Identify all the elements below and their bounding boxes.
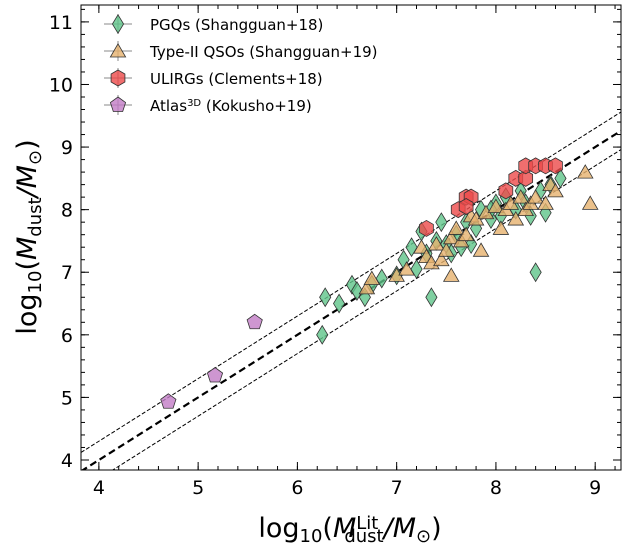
point bbox=[405, 237, 418, 258]
point bbox=[246, 313, 263, 330]
x-tick-label: 5 bbox=[192, 477, 204, 499]
legend-label-part: Atlas bbox=[150, 97, 187, 115]
label-part: ) bbox=[12, 139, 43, 150]
label-part: ⊙ bbox=[416, 526, 431, 547]
point bbox=[319, 287, 332, 308]
point bbox=[576, 164, 594, 179]
x-tick-label: 8 bbox=[490, 477, 502, 499]
x-tick-label: 4 bbox=[93, 477, 105, 499]
label-part: 10 bbox=[25, 271, 46, 294]
legend-label: PGQs (Shangguan+18) bbox=[150, 16, 323, 34]
legend-marker bbox=[110, 69, 126, 87]
x-tick-label: 9 bbox=[589, 477, 601, 499]
legend-label-part: 3D bbox=[187, 98, 201, 109]
point bbox=[363, 270, 381, 285]
point bbox=[375, 268, 388, 289]
x-label: log10(MLit dust/M⊙) bbox=[258, 513, 441, 547]
y-tick-label: 9 bbox=[61, 137, 73, 159]
legend-label: Type-II QSOs (Shangguan+19) bbox=[149, 43, 378, 61]
point bbox=[547, 182, 564, 198]
y-label: log10(Mdust/M⊙) bbox=[12, 139, 46, 334]
point bbox=[419, 219, 434, 237]
label-part: /M bbox=[12, 165, 43, 199]
point bbox=[512, 189, 530, 204]
label-part: log bbox=[258, 513, 299, 544]
point bbox=[507, 211, 525, 226]
label-part: ) bbox=[431, 513, 442, 544]
y-tick-label: 5 bbox=[61, 387, 73, 409]
legend-label-part: PGQs (Shangguan+18) bbox=[150, 16, 323, 34]
label-part: M bbox=[12, 237, 43, 260]
x-tick-label: 7 bbox=[391, 477, 403, 499]
plot-frame bbox=[80, 4, 622, 471]
point bbox=[581, 195, 599, 210]
point bbox=[498, 182, 514, 200]
label-part: dust bbox=[344, 526, 383, 547]
legend-label-part: Type-II QSOs (Shangguan+19) bbox=[149, 43, 378, 61]
point bbox=[529, 262, 542, 283]
y-tick-label: 4 bbox=[61, 450, 73, 472]
point bbox=[358, 279, 376, 295]
point bbox=[472, 242, 490, 257]
point bbox=[442, 229, 460, 245]
point bbox=[206, 367, 224, 383]
label-part: /M bbox=[382, 513, 416, 544]
legend-label-part: ULIRGs (Clements+18) bbox=[150, 70, 323, 88]
point bbox=[350, 281, 364, 301]
point bbox=[518, 169, 534, 187]
label-part: M bbox=[333, 513, 356, 544]
legend-marker bbox=[109, 42, 127, 58]
reference-line bbox=[81, 129, 621, 470]
legend-marker bbox=[111, 14, 125, 34]
legend-label-part: (Kokusho+19) bbox=[201, 97, 312, 115]
y-tick-label: 10 bbox=[49, 74, 73, 96]
point bbox=[433, 251, 450, 267]
label-part: Lit bbox=[356, 513, 378, 534]
label-part: log bbox=[12, 293, 43, 334]
y-tick-label: 7 bbox=[61, 262, 73, 284]
legend-label: Atlas3D (Kokusho+19) bbox=[150, 97, 312, 115]
point bbox=[487, 198, 505, 213]
point bbox=[527, 189, 544, 204]
point bbox=[442, 267, 460, 282]
label-part: ( bbox=[322, 513, 333, 544]
point bbox=[548, 157, 563, 175]
y-tick-label: 6 bbox=[61, 325, 73, 347]
point bbox=[428, 236, 445, 251]
point bbox=[554, 168, 567, 189]
point bbox=[425, 287, 438, 308]
point bbox=[458, 198, 474, 215]
x-tick-label: 6 bbox=[291, 477, 303, 499]
label-part: 10 bbox=[300, 526, 323, 547]
point bbox=[492, 220, 510, 235]
point bbox=[345, 274, 359, 295]
point bbox=[398, 261, 415, 276]
legend-marker bbox=[109, 96, 127, 112]
point bbox=[437, 242, 455, 257]
point bbox=[333, 293, 346, 314]
point bbox=[413, 239, 430, 254]
label-part: ⊙ bbox=[25, 150, 46, 165]
label-part: dust bbox=[25, 197, 46, 236]
legend-label: ULIRGs (Clements+18) bbox=[150, 70, 323, 88]
point bbox=[160, 393, 177, 409]
y-tick-label: 8 bbox=[61, 200, 73, 222]
point bbox=[435, 212, 448, 233]
point bbox=[447, 220, 465, 235]
point bbox=[316, 324, 329, 345]
point bbox=[537, 195, 554, 210]
point bbox=[457, 226, 475, 242]
label-part: ( bbox=[12, 260, 43, 271]
y-tick-label: 11 bbox=[49, 12, 73, 34]
